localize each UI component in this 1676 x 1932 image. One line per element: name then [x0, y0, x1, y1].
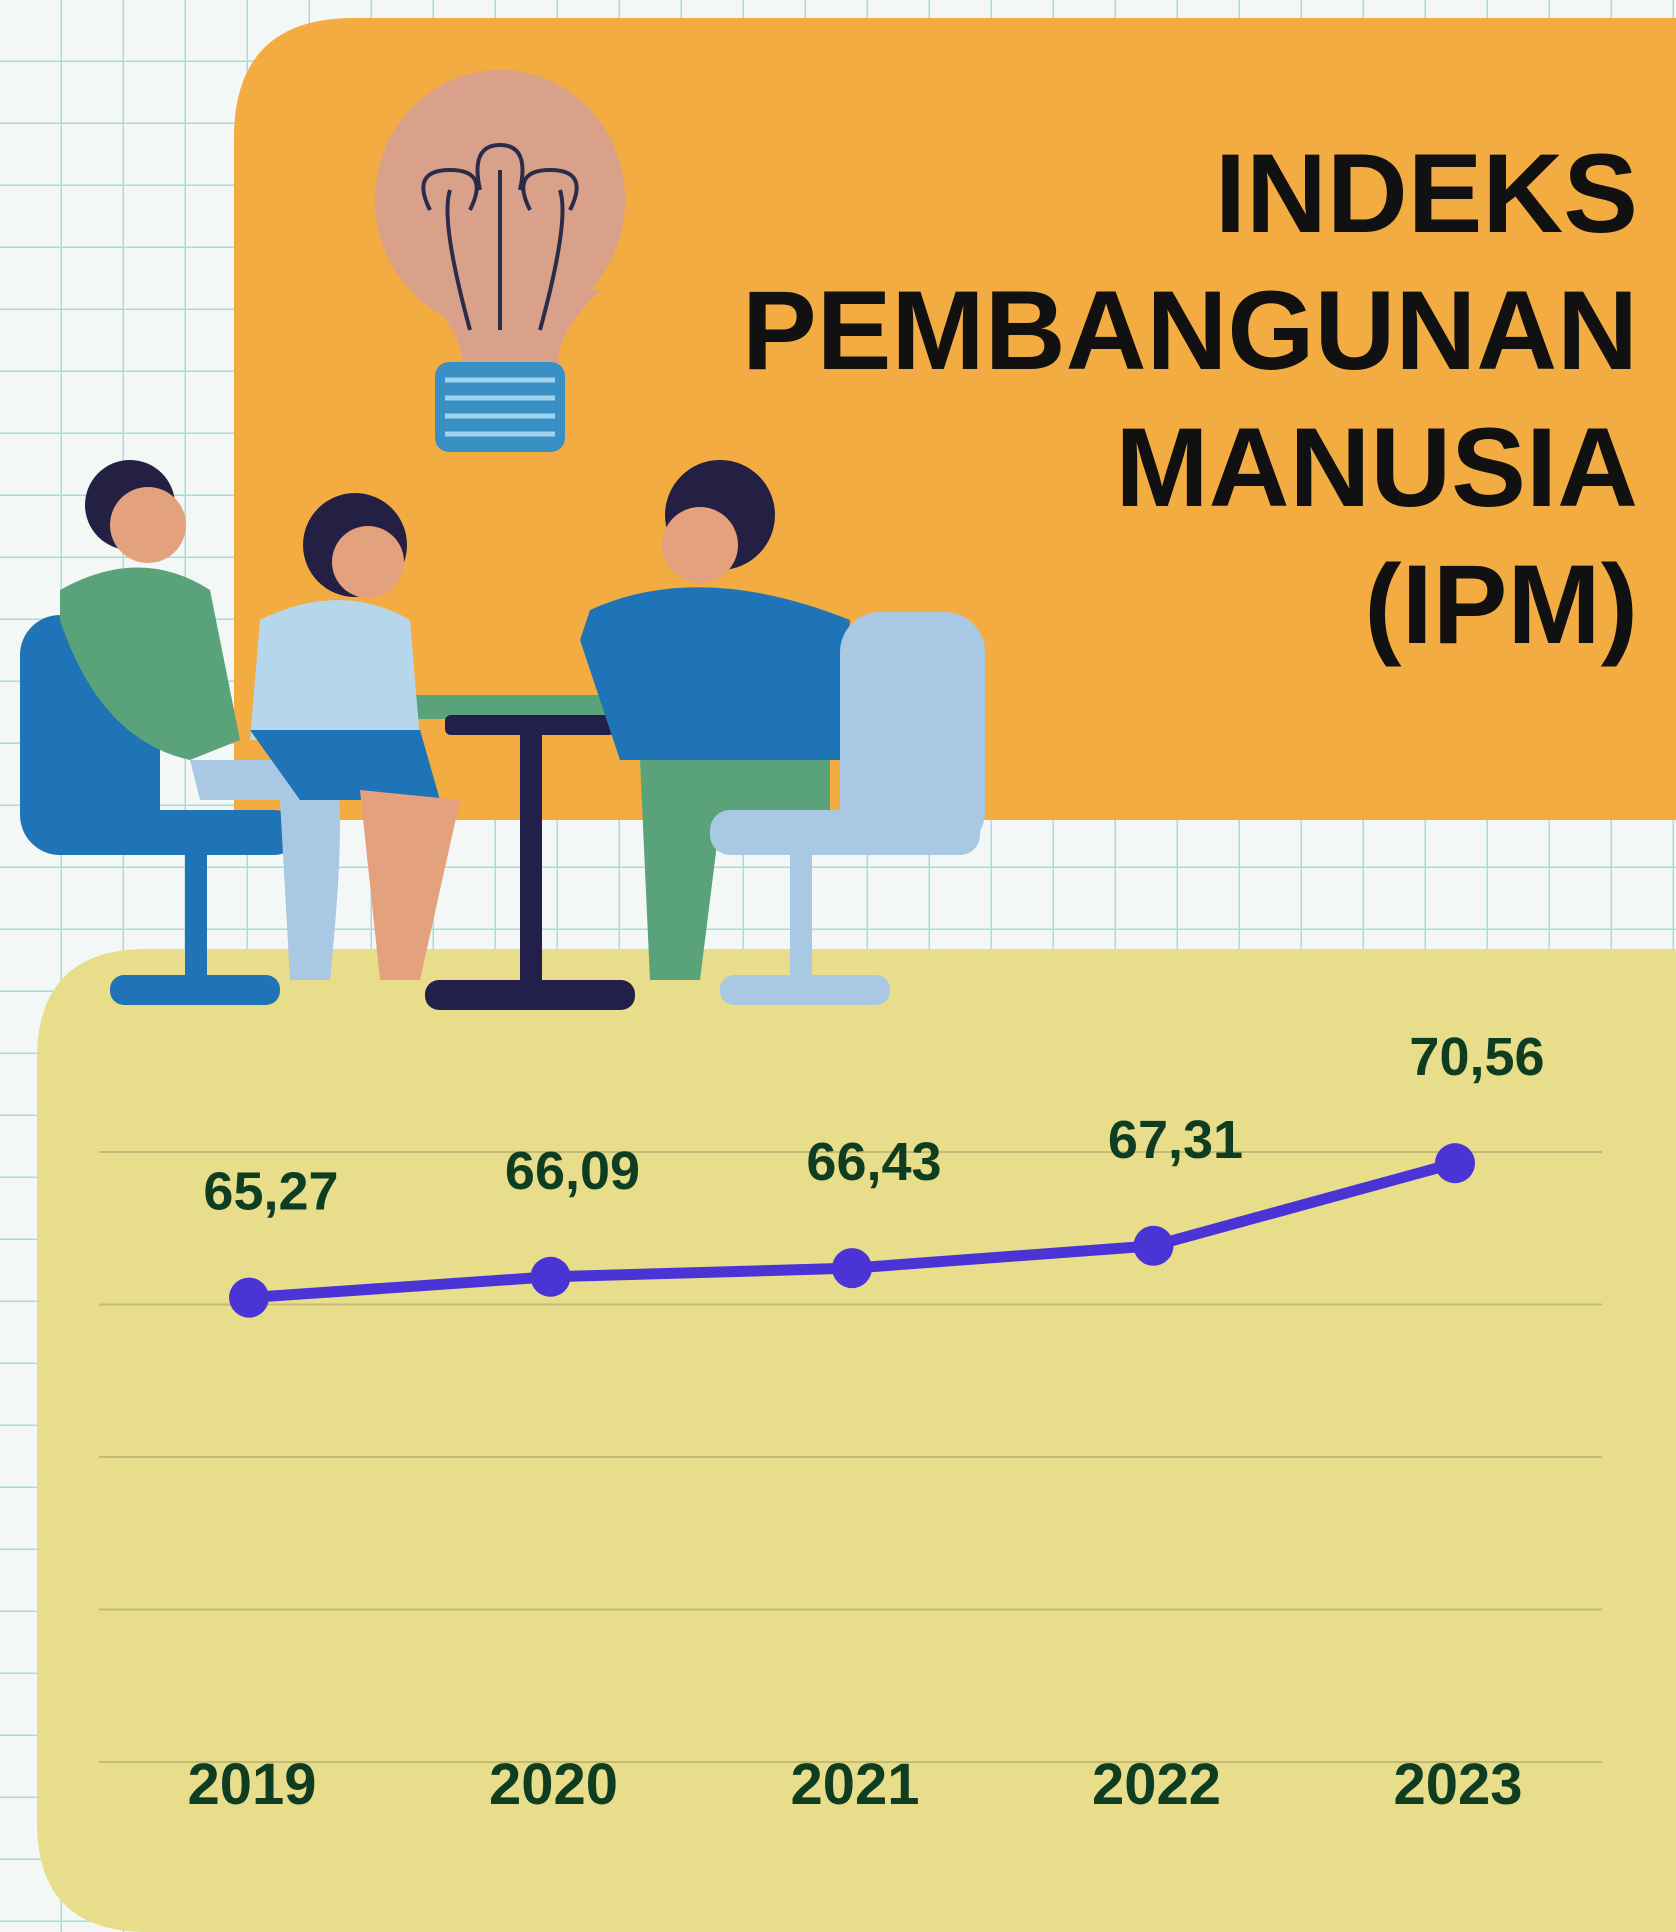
- x-tick-label: 2022: [1092, 1752, 1221, 1817]
- value-label: 70,56: [1409, 1027, 1544, 1087]
- x-tick-label: 2023: [1393, 1752, 1522, 1817]
- x-tick-label: 2020: [489, 1752, 618, 1817]
- chart-panel: [37, 949, 1676, 1932]
- value-label: 66,09: [505, 1141, 640, 1201]
- point: [530, 1256, 571, 1297]
- x-tick-label: 2021: [790, 1752, 919, 1817]
- value-label: 67,31: [1108, 1110, 1243, 1170]
- point: [229, 1277, 269, 1318]
- value-label: 66,43: [806, 1132, 941, 1192]
- chart-title: (IPM): [1364, 542, 1638, 667]
- chart-title: MANUSIA: [1115, 405, 1638, 530]
- chart-title: INDEKS: [1215, 131, 1638, 256]
- illustration: [20, 70, 985, 1010]
- x-tick-label: 2019: [187, 1752, 316, 1817]
- chart-title: PEMBANGUNAN: [742, 268, 1638, 393]
- value-label: 65,27: [203, 1162, 338, 1222]
- point: [1435, 1143, 1475, 1184]
- point: [832, 1248, 872, 1289]
- point: [1133, 1225, 1174, 1266]
